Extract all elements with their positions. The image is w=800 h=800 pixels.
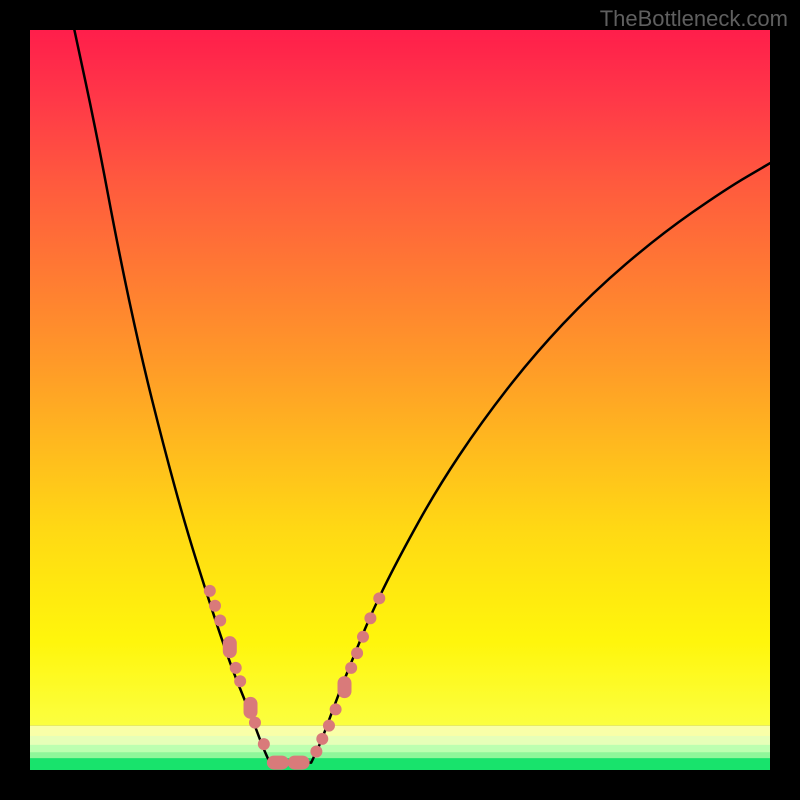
watermark-text: TheBottleneck.com	[600, 6, 788, 32]
chart-plot-area	[30, 30, 770, 770]
chart-svg	[30, 30, 770, 770]
